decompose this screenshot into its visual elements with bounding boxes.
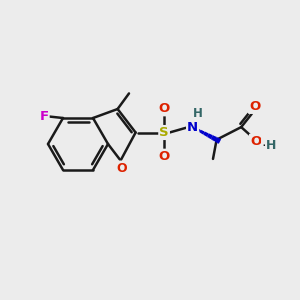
Text: O: O (158, 102, 170, 115)
Text: H: H (193, 107, 203, 120)
Text: H: H (266, 139, 276, 152)
Text: -: - (262, 139, 267, 152)
Text: O: O (249, 100, 260, 113)
Text: F: F (40, 110, 49, 123)
Text: S: S (159, 126, 169, 139)
Text: O: O (158, 150, 170, 163)
Text: O: O (250, 135, 261, 148)
Text: O: O (117, 161, 128, 175)
Text: N: N (187, 121, 198, 134)
